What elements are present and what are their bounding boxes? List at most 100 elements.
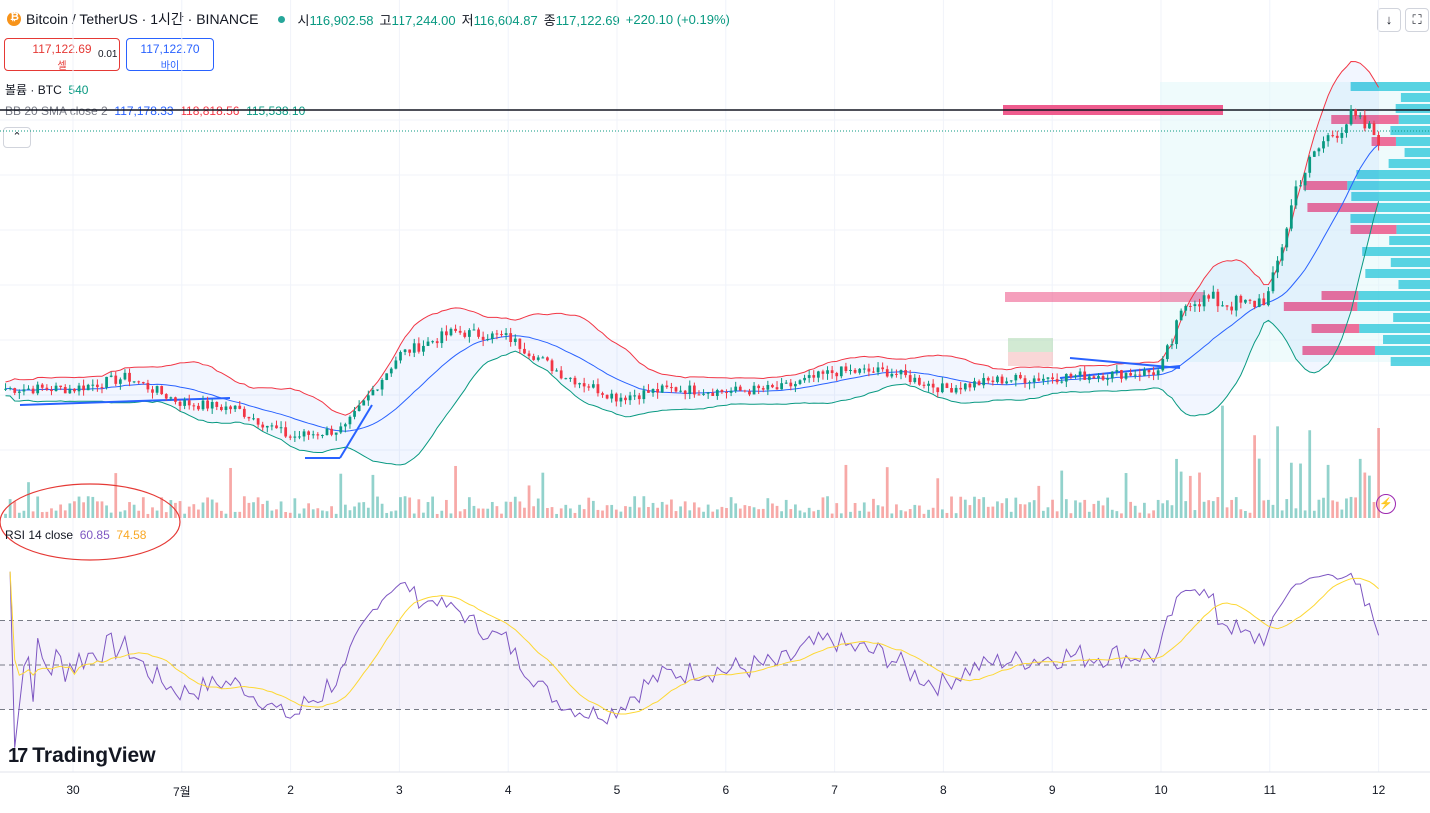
candle-body	[982, 377, 986, 386]
candle-body	[1262, 298, 1266, 306]
volume-bar	[298, 513, 301, 518]
time-axis-label: 11	[1263, 783, 1277, 797]
vp-bar-up	[1390, 258, 1430, 267]
candle-body	[284, 427, 288, 437]
volume-bar	[141, 497, 145, 518]
volume-bar	[679, 506, 682, 518]
volume-bar	[660, 501, 664, 518]
candle-body	[224, 406, 228, 410]
symbol-title[interactable]: Bitcoin / TetherUS · 1시간 · BINANCE	[26, 11, 259, 27]
candle-body	[302, 431, 306, 437]
volume-bar	[13, 501, 17, 518]
candle-body	[472, 329, 476, 331]
volume-bar	[362, 502, 366, 518]
candle-body	[619, 397, 623, 402]
buy-button[interactable]: 117,122.70 바이	[126, 38, 214, 72]
vp-bar-up	[1396, 225, 1430, 234]
candle-body	[440, 331, 444, 344]
vp-bar-up	[1357, 302, 1430, 311]
candle-body	[353, 410, 356, 417]
candle-body	[936, 387, 940, 393]
volume-bar	[206, 497, 209, 518]
position-box	[1008, 352, 1053, 366]
candle-body	[692, 385, 696, 395]
volume-bar	[890, 513, 894, 518]
candle-body	[252, 418, 255, 420]
candle-body	[582, 383, 586, 387]
volume-bar	[670, 499, 673, 518]
tradingview-logo[interactable]: 17 TradingView	[8, 744, 156, 767]
candle-body	[210, 401, 214, 409]
candle-body	[206, 400, 209, 409]
volume-bar	[849, 511, 852, 518]
volume-bar	[555, 513, 558, 518]
candle-body	[445, 331, 448, 336]
volume-bar	[1234, 497, 1238, 518]
volume-bar	[1051, 499, 1054, 518]
volume-bar	[178, 501, 182, 518]
candle-body	[628, 395, 632, 401]
candle-body	[835, 373, 839, 377]
sell-button[interactable]: 117,122.69 셀	[4, 38, 120, 72]
volume-bar	[1345, 498, 1348, 518]
candle-body	[816, 371, 820, 378]
volume-bar	[527, 485, 531, 518]
candle-body	[1097, 376, 1100, 379]
volume-bar	[123, 510, 127, 518]
candle-body	[1299, 185, 1302, 187]
volume-bar	[325, 511, 329, 518]
volume-bar	[187, 506, 191, 518]
vp-bar-down	[1302, 346, 1375, 355]
candle-body	[435, 341, 439, 344]
candle-body	[96, 384, 99, 388]
candle-body	[155, 386, 159, 393]
lightning-icon[interactable]: ⚡	[1376, 494, 1396, 514]
candle-body	[490, 333, 494, 339]
volume-bar	[445, 499, 448, 518]
candle-body	[265, 425, 269, 428]
volume-bar	[22, 510, 26, 518]
download-icon[interactable]: ↓	[1377, 8, 1401, 32]
volume-bar	[1184, 501, 1188, 518]
volume-bar	[1069, 513, 1073, 518]
candle-body	[417, 343, 421, 352]
volume-bar	[766, 498, 770, 518]
chevron-up-icon[interactable]: ⌃	[3, 127, 31, 148]
candle-body	[321, 435, 324, 437]
volume-bar	[50, 508, 53, 518]
volume-bar	[1152, 510, 1155, 518]
candle-body	[1009, 380, 1013, 382]
volume-bar	[215, 502, 219, 518]
candle-body	[385, 373, 389, 380]
volume-bar	[73, 501, 76, 518]
volume-bar	[954, 513, 958, 518]
volume-bar	[610, 504, 614, 518]
volume-bar	[330, 506, 333, 518]
candle-body	[486, 338, 490, 340]
volume-bar	[302, 508, 306, 518]
candle-body	[1101, 376, 1105, 380]
rsi-pane	[0, 483, 1430, 748]
volume-bar	[91, 496, 95, 518]
candle-body	[220, 406, 223, 410]
candle-body	[86, 384, 90, 391]
candle-body	[1156, 370, 1160, 375]
volume-bar	[1055, 511, 1059, 518]
volume-bar	[651, 502, 655, 518]
candle-body	[1028, 382, 1031, 384]
candle-body	[591, 384, 595, 388]
rsi-legend[interactable]: RSI 14 close 60.85 74.58	[5, 528, 147, 542]
volume-bar	[1221, 405, 1224, 518]
volume-bar	[1271, 504, 1275, 518]
time-axis-label: 30	[66, 783, 80, 797]
candle-body	[1110, 371, 1114, 379]
fullscreen-icon[interactable]: ⛶	[1405, 8, 1429, 32]
candle-body	[160, 386, 164, 395]
candle-body	[986, 377, 990, 381]
volume-bar	[426, 502, 430, 518]
candle-body	[679, 390, 682, 392]
candle-body	[743, 390, 747, 392]
candle-body	[532, 356, 536, 360]
volume-bar	[343, 504, 347, 518]
